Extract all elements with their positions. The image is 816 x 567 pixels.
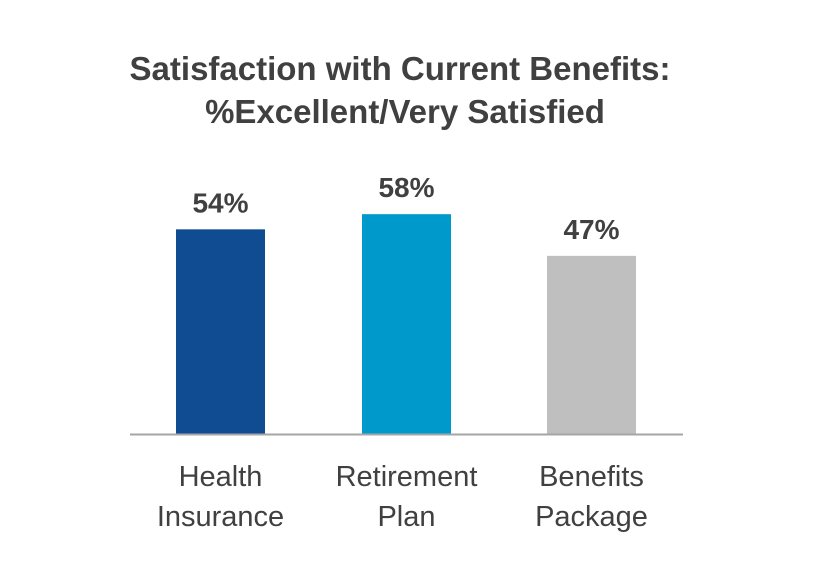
bar-2 [362,214,451,434]
category-label-2-line-1: Retirement [336,461,478,493]
data-label-2: 58% [378,172,434,203]
chart-title: Satisfaction with Current Benefits: [130,50,671,87]
category-label-3-line-1: Benefits [539,461,644,493]
category-label-2-line-2: Plan [377,501,435,533]
data-label-3: 47% [563,214,619,245]
category-label-3-line-2: Package [535,501,648,533]
chart-subtitle: %Excellent/Very Satisfied [205,93,605,130]
category-label-1-line-2: Insurance [157,501,284,533]
data-labels-group: 54% 58% 47% [192,172,619,245]
data-label-1: 54% [192,187,248,218]
category-labels-group: Health Insurance Retirement Plan Benefits Pac… [157,461,648,533]
category-label-1-line-1: Health [179,461,263,493]
bar-3 [547,255,636,434]
bars-group [176,214,636,434]
bar-1 [176,229,265,434]
